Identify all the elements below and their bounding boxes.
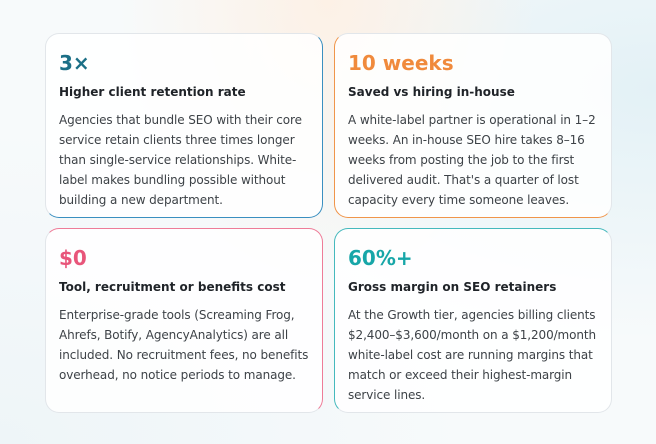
- card-body: Agencies that bundle SEO with their core…: [59, 113, 302, 207]
- stat-card: $0 Tool, recruitment or benefits cost Ente…: [45, 228, 323, 413]
- stat-value: 60%+: [348, 246, 413, 270]
- stat-card: 10 weeks Saved vs hiring in-house A white-…: [334, 33, 612, 218]
- card-heading: Higher client retention rate: [59, 85, 246, 99]
- stat-value: $0: [59, 246, 87, 270]
- stat-value: 3×: [59, 51, 90, 75]
- stat-value: 10 weeks: [348, 51, 454, 75]
- card-heading: Gross margin on SEO retainers: [348, 280, 557, 294]
- card-body: A white-label partner is operational in …: [348, 113, 596, 207]
- stat-card: 60%+ Gross margin on SEO retainers At the …: [334, 228, 612, 413]
- card-heading: Saved vs hiring in-house: [348, 85, 515, 99]
- stats-grid: 3× Higher client retention rate Agencies t…: [45, 33, 612, 413]
- card-body: At the Growth tier, agencies billing cli…: [348, 308, 596, 402]
- stat-card: 3× Higher client retention rate Agencies t…: [45, 33, 323, 218]
- card-heading: Tool, recruitment or benefits cost: [59, 280, 286, 294]
- card-body: Enterprise-grade tools (Screaming Frog, …: [59, 308, 309, 382]
